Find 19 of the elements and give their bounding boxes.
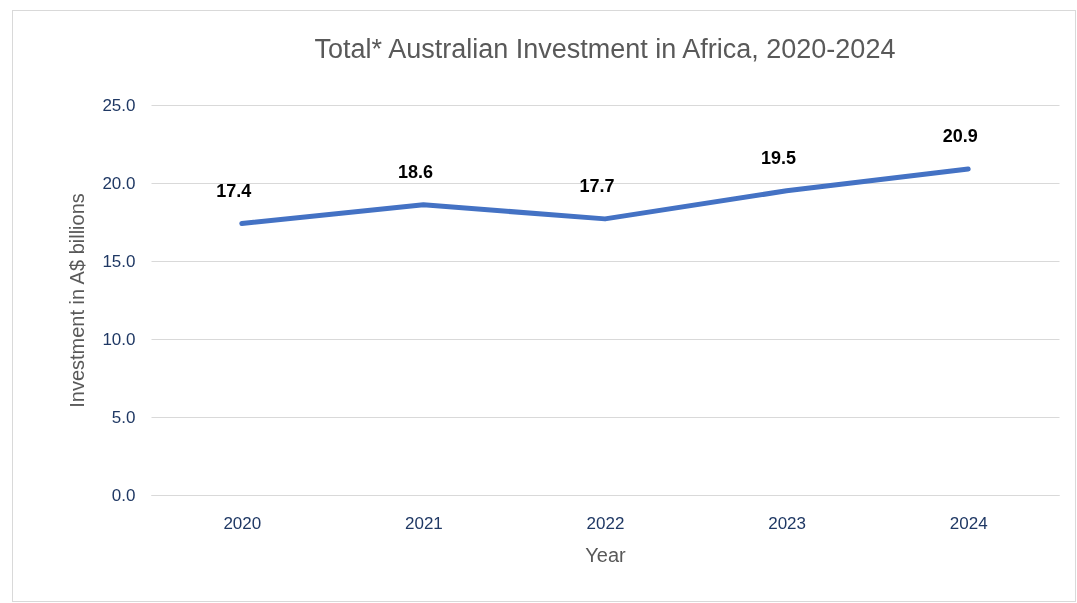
x-tick-label: 2024 [949,513,988,533]
data-label: 20.9 [942,125,978,146]
x-tick-label: 2023 [768,513,807,533]
y-tick-label: 15.0 [102,251,136,271]
y-tick-label: 0.0 [111,485,136,505]
y-axis-title: Investment in A$ billions [66,193,89,408]
chart-title: Total* Australian Investment in Africa, 2020-2024 [314,34,896,64]
y-tick-label: 20.0 [102,173,136,193]
y-tick-label: 10.0 [102,329,136,349]
data-label: 17.4 [216,180,252,201]
x-tick-label: 2021 [404,513,443,533]
x-tick-label: 2020 [223,513,262,533]
data-label: 17.7 [579,175,615,196]
y-tick-label: 25.0 [102,95,136,115]
y-tick-label: 5.0 [111,407,136,427]
x-tick-label: 2022 [586,513,625,533]
data-label: 18.6 [397,161,433,182]
data-label: 19.5 [761,147,797,168]
x-axis-title: Year [585,543,627,566]
